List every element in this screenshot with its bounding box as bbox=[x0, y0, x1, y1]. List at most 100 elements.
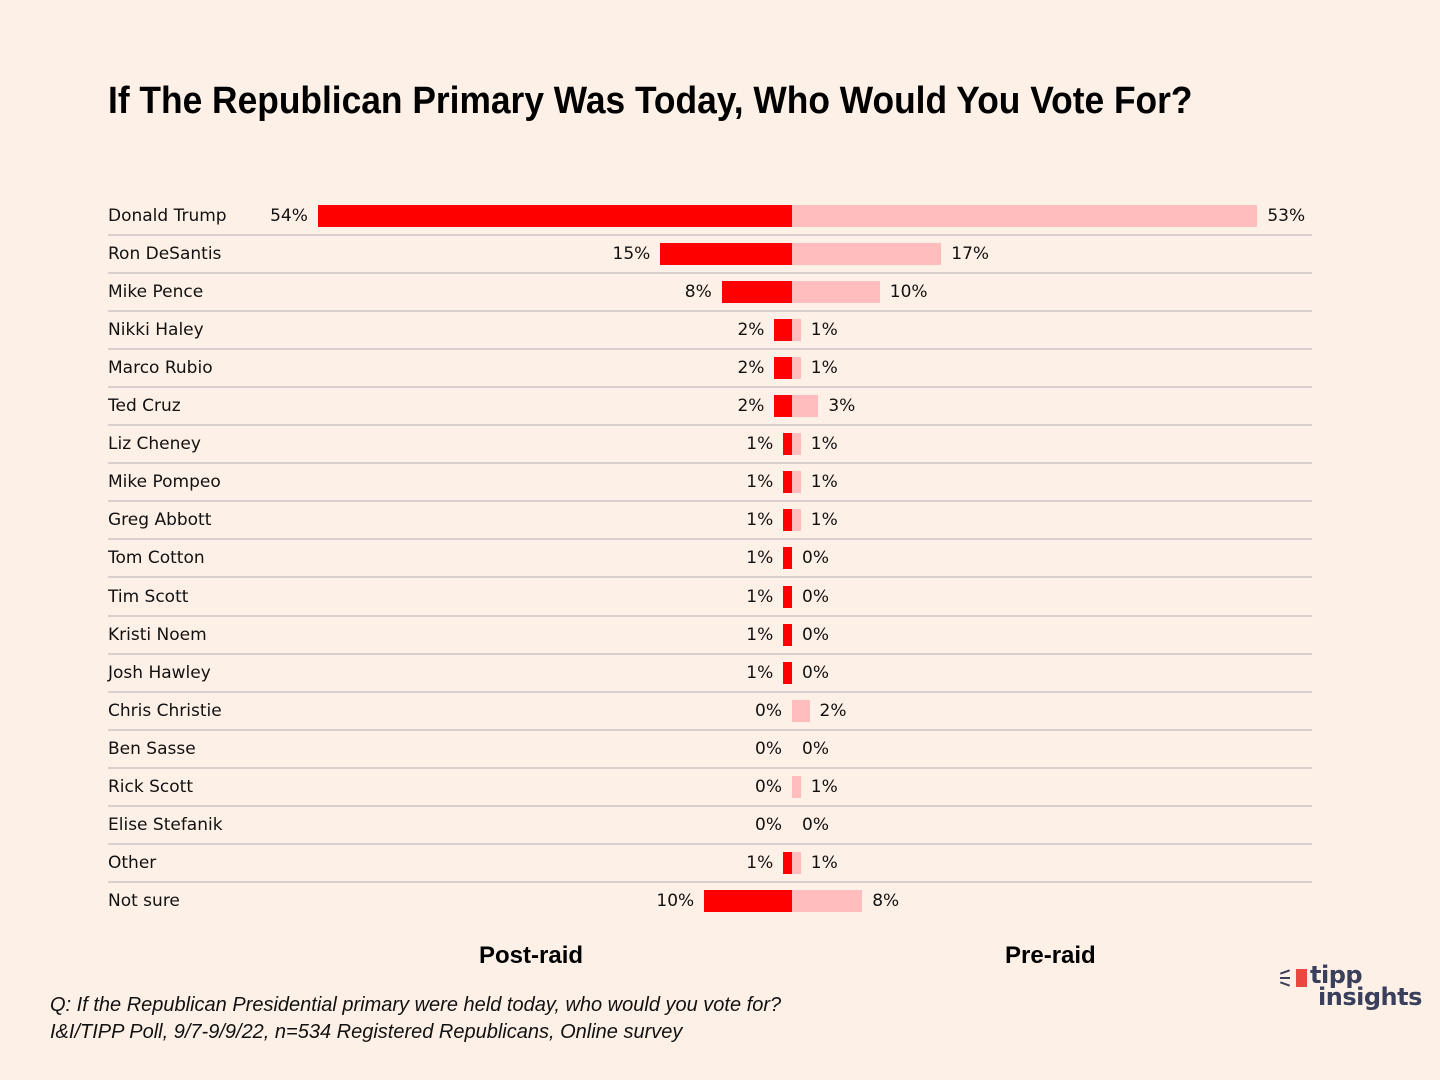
category-label: Mike Pence bbox=[108, 282, 204, 302]
data-label-post-raid: 0% bbox=[755, 701, 782, 721]
row-divider bbox=[108, 348, 1312, 350]
data-label-pre-raid: 1% bbox=[810, 434, 838, 454]
data-label-pre-raid: 1% bbox=[810, 853, 838, 873]
data-label-pre-raid: 1% bbox=[810, 472, 838, 492]
megaphone-flag-icon bbox=[1296, 969, 1307, 987]
footnote: Q: If the Republican Presidential primar… bbox=[50, 992, 781, 1046]
category-label: Nikki Haley bbox=[108, 320, 204, 340]
bar-post-raid bbox=[783, 624, 792, 646]
row-divider bbox=[108, 615, 1312, 617]
data-label-pre-raid: 1% bbox=[810, 358, 838, 378]
footnote-source: I&I/TIPP Poll, 9/7-9/9/22, n=534 Registe… bbox=[50, 1021, 683, 1043]
bar-post-raid bbox=[783, 662, 792, 684]
row-divider bbox=[108, 729, 1312, 731]
category-label: Tim Scott bbox=[108, 587, 189, 607]
bar-pre-raid bbox=[792, 852, 801, 874]
bar-pre-raid bbox=[792, 357, 801, 379]
row-divider bbox=[108, 424, 1312, 426]
row-divider bbox=[108, 691, 1312, 693]
category-label: Tom Cotton bbox=[108, 548, 205, 568]
row-divider bbox=[108, 272, 1312, 274]
data-label-post-raid: 15% bbox=[612, 244, 651, 264]
data-label-pre-raid: 53% bbox=[1267, 206, 1306, 226]
data-label-pre-raid: 17% bbox=[951, 244, 990, 264]
bar-post-raid bbox=[783, 509, 792, 531]
bar-post-raid bbox=[317, 205, 792, 227]
bar-post-raid bbox=[783, 547, 792, 569]
data-label-pre-raid: 1% bbox=[810, 320, 838, 340]
logo-ray bbox=[1279, 969, 1291, 975]
row-divider bbox=[108, 767, 1312, 769]
logo-text-insights: insights bbox=[1318, 983, 1422, 1011]
tipp-insights-logo: tipp insights bbox=[1279, 961, 1425, 1015]
bar-pre-raid bbox=[792, 319, 801, 341]
category-label: Marco Rubio bbox=[108, 358, 213, 378]
row-divider bbox=[108, 576, 1312, 578]
bar-post-raid bbox=[704, 890, 792, 912]
data-label-post-raid: 0% bbox=[755, 777, 782, 797]
row-divider bbox=[108, 310, 1312, 312]
row-divider bbox=[108, 653, 1312, 655]
data-label-pre-raid: 2% bbox=[819, 701, 847, 721]
data-label-pre-raid: 1% bbox=[810, 510, 838, 530]
data-label-post-raid: 10% bbox=[656, 891, 695, 911]
category-label: Not sure bbox=[108, 891, 180, 911]
data-label-pre-raid: 0% bbox=[802, 815, 829, 835]
row-divider bbox=[108, 805, 1312, 807]
data-label-post-raid: 0% bbox=[755, 815, 782, 835]
data-label-post-raid: 1% bbox=[746, 472, 774, 492]
category-label: Greg Abbott bbox=[108, 510, 212, 530]
category-label: Mike Pompeo bbox=[108, 472, 221, 492]
row-divider bbox=[108, 234, 1312, 236]
bar-pre-raid bbox=[792, 281, 880, 303]
bar-pre-raid bbox=[792, 433, 801, 455]
data-label-post-raid: 2% bbox=[737, 320, 765, 340]
category-label: Liz Cheney bbox=[108, 434, 201, 454]
category-label: Kristi Noem bbox=[108, 625, 207, 645]
data-label-pre-raid: 0% bbox=[802, 739, 829, 759]
row-divider bbox=[108, 538, 1312, 540]
bar-pre-raid bbox=[792, 395, 819, 417]
data-label-post-raid: 1% bbox=[746, 548, 774, 568]
data-label-post-raid: 8% bbox=[684, 282, 712, 302]
data-label-pre-raid: 0% bbox=[802, 548, 829, 568]
data-label-pre-raid: 0% bbox=[802, 663, 829, 683]
bar-post-raid bbox=[660, 243, 792, 265]
bar-post-raid bbox=[774, 395, 792, 417]
category-label: Rick Scott bbox=[108, 777, 193, 797]
footnote-question: Q: If the Republican Presidential primar… bbox=[50, 994, 782, 1016]
data-label-pre-raid: 8% bbox=[872, 891, 900, 911]
category-label: Ron DeSantis bbox=[108, 244, 222, 264]
bar-post-raid bbox=[774, 357, 792, 379]
bar-post-raid bbox=[783, 586, 792, 608]
data-label-post-raid: 54% bbox=[270, 206, 308, 226]
bar-pre-raid bbox=[792, 243, 942, 265]
bar-pre-raid bbox=[792, 205, 1258, 227]
bar-pre-raid bbox=[792, 471, 801, 493]
bar-post-raid bbox=[774, 319, 792, 341]
bar-pre-raid bbox=[792, 700, 810, 722]
logo-ray bbox=[1279, 981, 1291, 987]
category-label: Ben Sasse bbox=[108, 739, 196, 759]
series-label-post-raid: Post-raid bbox=[479, 942, 584, 969]
data-label-pre-raid: 0% bbox=[802, 587, 829, 607]
data-label-post-raid: 2% bbox=[737, 358, 765, 378]
category-label: Josh Hawley bbox=[108, 663, 211, 683]
data-label-pre-raid: 0% bbox=[802, 625, 829, 645]
data-label-post-raid: 1% bbox=[746, 625, 774, 645]
logo-text-tipp: tipp bbox=[1310, 961, 1363, 989]
row-divider bbox=[108, 500, 1312, 502]
data-label-pre-raid: 10% bbox=[889, 282, 928, 302]
category-label: Elise Stefanik bbox=[108, 815, 223, 835]
data-label-post-raid: 1% bbox=[746, 434, 774, 454]
category-label: Chris Christie bbox=[108, 701, 222, 721]
data-label-post-raid: 1% bbox=[746, 510, 774, 530]
data-label-post-raid: 1% bbox=[746, 663, 774, 683]
data-label-post-raid: 1% bbox=[746, 587, 774, 607]
data-label-post-raid: 1% bbox=[746, 853, 774, 873]
bar-post-raid bbox=[783, 852, 792, 874]
data-label-post-raid: 2% bbox=[737, 396, 765, 416]
logo-ray bbox=[1280, 977, 1290, 979]
data-label-post-raid: 0% bbox=[755, 739, 782, 759]
